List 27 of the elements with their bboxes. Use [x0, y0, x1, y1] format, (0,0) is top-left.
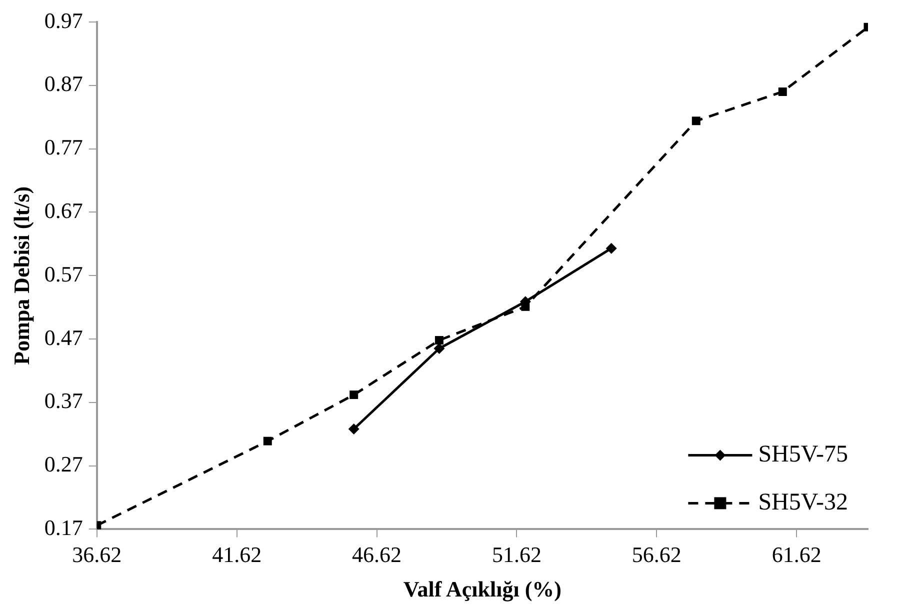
y-tick-label: 0.67 [44, 198, 83, 223]
point [350, 390, 358, 400]
y-tick-label: 0.87 [44, 71, 83, 96]
x-tick-label: 46.62 [352, 542, 402, 568]
y-tick-label: 0.17 [44, 514, 83, 540]
x-tick-label: 41.62 [212, 542, 262, 568]
x-tick-label: 36.62 [72, 542, 122, 568]
legend-label: SH5V-75 [758, 441, 848, 468]
x-tick-label: 61.62 [772, 542, 822, 568]
x-tick-label: 56.62 [632, 542, 682, 568]
y-tick-label: 0.47 [44, 324, 83, 350]
point [692, 116, 700, 126]
point [434, 343, 445, 354]
point [434, 336, 444, 345]
point [263, 436, 272, 446]
y-tick-label: 0.97 [44, 8, 83, 33]
y-tick-label: 0.57 [44, 261, 83, 286]
y-tick-label: 0.77 [44, 134, 83, 160]
x-tick-label: 51.62 [492, 542, 542, 568]
x-axis-title: Valf Açıklığı (%) [403, 576, 562, 602]
legend-label: SH5V-32 [758, 489, 848, 516]
y-tick-label: 0.27 [44, 452, 83, 477]
point [348, 424, 360, 435]
y-axis-title: Pompa Debisi (lt/s) [8, 186, 34, 365]
point [606, 242, 617, 254]
y-tick-label: 0.37 [44, 388, 83, 414]
point [778, 88, 787, 96]
